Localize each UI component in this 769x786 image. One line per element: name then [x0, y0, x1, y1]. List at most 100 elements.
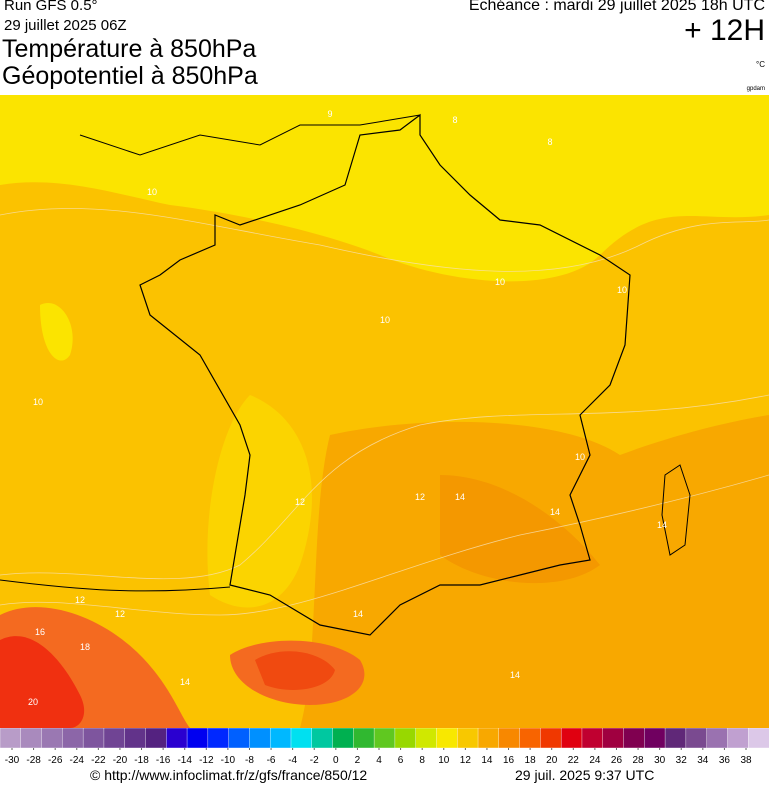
unit: °C: [756, 60, 765, 69]
field-orange: [440, 475, 600, 584]
colorbar-cell: [124, 728, 147, 749]
colorbar-cell: [540, 728, 562, 749]
colorbar-label: 36: [719, 755, 731, 766]
contour: [0, 394, 769, 580]
map: 9 8 8 10 10 10 10 10 10 12 12 12 12 14 14 14 14 14 16 18 20 1…: [0, 95, 769, 728]
colorbar-cell: [145, 728, 167, 749]
source-url: © http://www.infoclimat.fr/z/gfs/france/…: [90, 767, 368, 783]
colorbar-cell: [290, 728, 313, 749]
contour-label: 14: [180, 677, 190, 687]
colorbar-cell: [353, 728, 375, 749]
colorbar-label: 8: [419, 755, 425, 766]
colorbar-label: -26: [48, 755, 63, 766]
run-date: 29 juillet 2025 06Z: [4, 17, 127, 34]
colorbar-label: -28: [26, 755, 41, 766]
colorbar-cell: [706, 728, 729, 749]
colorbar-cell: [269, 728, 292, 749]
contour-label: 9: [327, 109, 332, 119]
colorbar-cell: [394, 728, 417, 749]
contour-label: 10: [575, 452, 585, 462]
colorbar-cell: [748, 728, 769, 749]
colorbar-cell: [415, 728, 438, 749]
colorbar-cell: [727, 728, 749, 749]
contour-label: 10: [495, 277, 505, 287]
field-yellow: [207, 395, 312, 608]
colorbar-label: -24: [70, 755, 85, 766]
contour-label: 12: [115, 609, 125, 619]
contour-label: 10: [147, 187, 157, 197]
contour-label: 20: [28, 697, 38, 707]
colorbar-cell: [560, 728, 583, 749]
colorbar-cell: [186, 728, 209, 749]
colorbar-cell: [602, 728, 625, 749]
contour-label: 14: [657, 520, 667, 530]
colorbar-cell: [62, 728, 84, 749]
colorbar-label: 10: [438, 755, 450, 766]
colorbar-label: 30: [654, 755, 666, 766]
field-red: [0, 636, 85, 728]
colorbar-cell: [0, 728, 22, 749]
field-yellow: [0, 95, 769, 282]
unit-2: gpdam: [746, 86, 765, 92]
contour-label: 10: [33, 397, 43, 407]
colorbar-cell: [644, 728, 666, 749]
colorbar-cell: [373, 728, 396, 749]
contour-label: 14: [550, 507, 560, 517]
colorbar-label: -18: [134, 755, 149, 766]
colorbar-label: -2: [310, 755, 319, 766]
colorbar-cell: [103, 728, 126, 749]
colorbar-label: 14: [481, 755, 493, 766]
colorbar-label: 34: [697, 755, 709, 766]
colorbar-cell: [311, 728, 334, 749]
colorbar-label: -14: [177, 755, 192, 766]
field-yellow: [40, 303, 73, 361]
run-label: Run GFS 0.5°: [4, 0, 98, 14]
colorbar-label: -12: [199, 755, 214, 766]
timestamp: 29 juil. 2025 9:37 UTC: [515, 767, 655, 783]
contour-label: 14: [455, 492, 465, 502]
colorbar-cell: [457, 728, 479, 749]
colorbar-label: 20: [546, 755, 558, 766]
colorbar-label: 28: [632, 755, 644, 766]
contour-label: 18: [80, 642, 90, 652]
field-red: [255, 651, 335, 690]
colorbar-label: 4: [376, 755, 382, 766]
contour-label: 8: [452, 115, 457, 125]
contour-label: 12: [75, 595, 85, 605]
colorbar-label: 0: [333, 755, 339, 766]
colorbar-cell: [207, 728, 230, 749]
colorbar: -30 -28 -26 -24 -22 -20 -18 -16 -14 -12 -10 -8 -6 -4-…: [0, 728, 769, 766]
colorbar-cell: [581, 728, 604, 749]
colorbar-cell: [498, 728, 521, 749]
colorbar-label: 2: [355, 755, 361, 766]
colorbar-label: -30: [5, 755, 20, 766]
colorbar-label: -16: [156, 755, 171, 766]
colorbar-label: 38: [740, 755, 752, 766]
colorbar-cell: [664, 728, 687, 749]
contour-label: 16: [35, 627, 45, 637]
colorbar-label: 16: [503, 755, 515, 766]
spain-coast: [0, 579, 231, 592]
colorbar-cell: [332, 728, 355, 749]
colorbar-label: 18: [525, 755, 537, 766]
contour: [0, 208, 769, 272]
colorbar-label: -6: [267, 755, 276, 766]
colorbar-label: 24: [589, 755, 601, 766]
colorbar-cell: [477, 728, 500, 749]
title-2: Géopotentiel à 850hPa: [2, 62, 258, 90]
colorbar-cell: [685, 728, 708, 749]
contour-label: 10: [380, 315, 390, 325]
contour-label: 12: [295, 497, 305, 507]
corsica: [661, 464, 691, 556]
contour-label: 14: [510, 670, 520, 680]
colorbar-cell: [41, 728, 64, 749]
colorbar-label: -8: [245, 755, 254, 766]
colorbar-label: -22: [91, 755, 106, 766]
france-border: [139, 113, 631, 636]
colorbar-cell: [82, 728, 105, 749]
colorbar-label: 22: [568, 755, 580, 766]
contour-label: 10: [617, 285, 627, 295]
colorbar-label: 32: [676, 755, 688, 766]
colorbar-cell: [20, 728, 43, 749]
